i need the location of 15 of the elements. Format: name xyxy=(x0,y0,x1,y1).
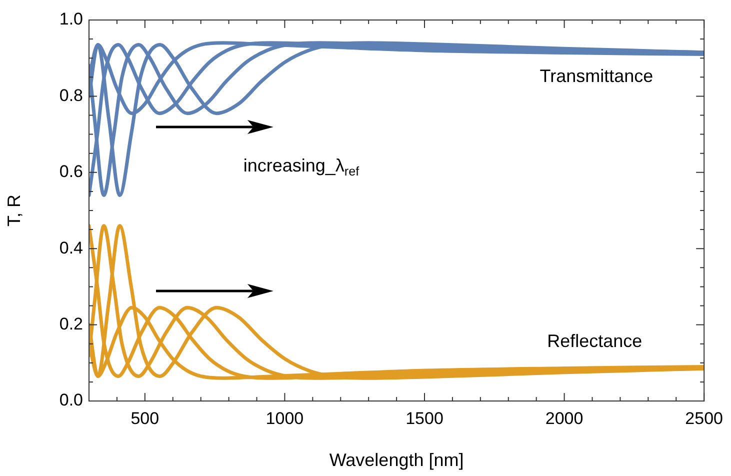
x-tick-label: 1500 xyxy=(406,408,444,428)
x-tick-label: 2500 xyxy=(685,408,724,428)
y-tick-label: 0.6 xyxy=(59,162,83,182)
x-tick-label: 500 xyxy=(130,408,160,428)
annotation: Reflectance xyxy=(547,330,642,351)
y-tick-label: 0.2 xyxy=(59,314,83,334)
y-tick-label: 0.4 xyxy=(59,238,83,258)
annotation: Transmittance xyxy=(540,66,654,86)
y-tick-label: 1.0 xyxy=(59,10,83,29)
x-axis-title: Wavelength [nm] xyxy=(329,450,464,470)
x-tick-label: 2000 xyxy=(545,408,584,428)
y-tick-label: 0.8 xyxy=(59,86,83,105)
x-tick-label: 1000 xyxy=(266,408,304,428)
y-tick-label: 0.0 xyxy=(59,390,83,410)
y-axis-title: T, R xyxy=(4,194,24,227)
